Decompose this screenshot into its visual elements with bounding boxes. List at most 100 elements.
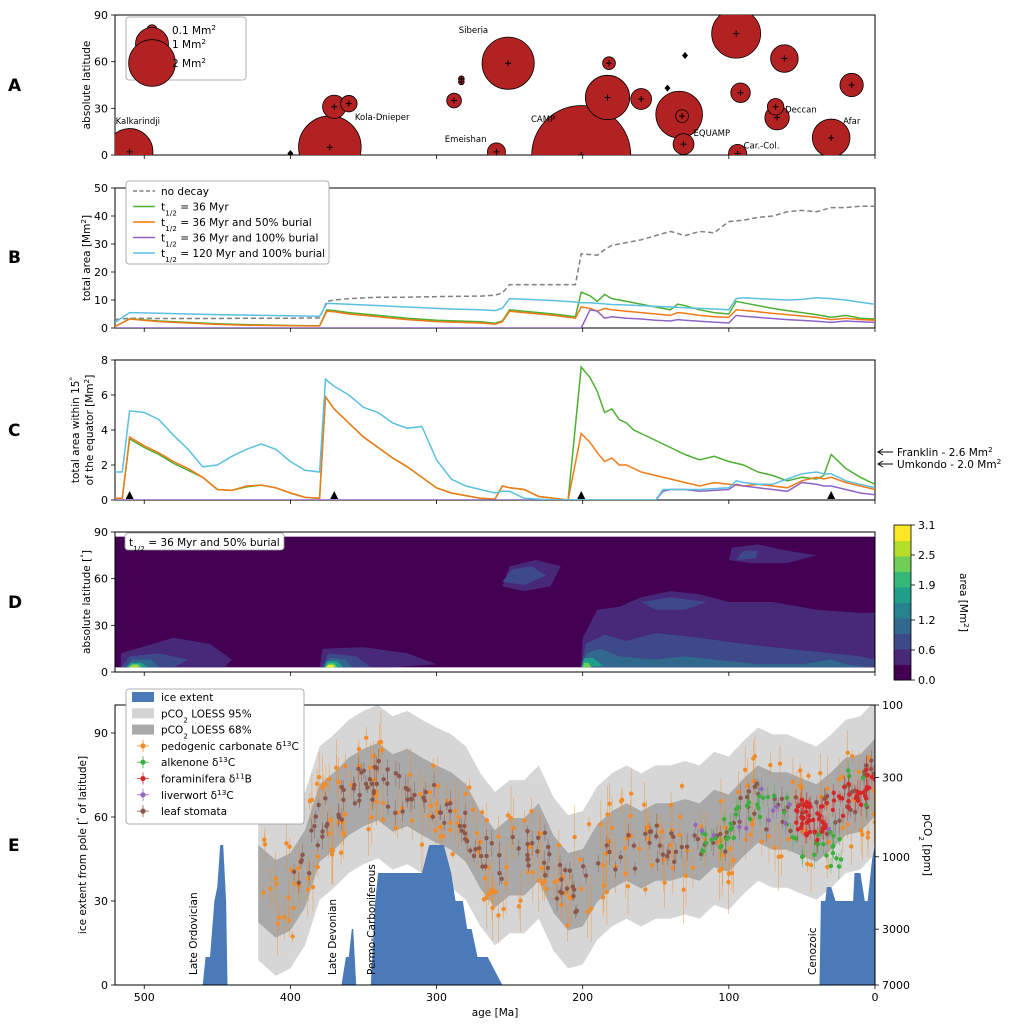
colorbar-label: area [Mm2]	[957, 573, 972, 632]
proxy-point	[583, 873, 589, 878]
panel-e-legend-box	[125, 688, 305, 825]
proxy-point	[335, 820, 341, 825]
proxy-point	[631, 843, 637, 848]
proxy-point	[586, 821, 592, 827]
series-line	[115, 205, 875, 321]
proxy-point	[837, 837, 842, 842]
proxy-point	[756, 793, 762, 799]
proxy-point	[645, 824, 651, 829]
proxy-point	[807, 818, 812, 823]
proxy-point	[540, 881, 545, 886]
proxy-point	[777, 761, 783, 766]
panel-b-ytick-label: 40	[94, 210, 108, 223]
panel-letter-d: D	[8, 593, 22, 613]
proxy-point	[731, 835, 736, 840]
series-line	[115, 377, 875, 500]
series-line	[115, 306, 875, 328]
proxy-point	[503, 881, 509, 886]
proxy-point	[287, 844, 292, 849]
proxy-point	[845, 750, 850, 755]
proxy-point	[542, 830, 548, 835]
proxy-point	[632, 866, 638, 871]
proxy-point	[516, 846, 521, 851]
proxy-point	[786, 836, 791, 842]
proxy-point	[369, 815, 374, 820]
proxy-point	[818, 770, 823, 776]
proxy-point	[847, 792, 852, 797]
proxy-point	[823, 822, 828, 827]
proxy-point	[365, 785, 370, 790]
ice-extent-area	[370, 845, 503, 985]
proxy-point	[795, 808, 800, 814]
panel-e-right-tick-label: 100	[882, 699, 903, 712]
proxy-point	[572, 834, 577, 840]
panel-d-ytick-label: 90	[94, 526, 108, 539]
proxy-point	[666, 849, 671, 855]
proxy-point	[869, 758, 874, 763]
proxy-point	[665, 854, 670, 859]
proxy-point	[772, 845, 778, 850]
panel-d-ytick-label: 0	[101, 666, 108, 679]
proxy-point	[408, 772, 413, 777]
proxy-point	[607, 849, 612, 855]
proxy-point	[431, 763, 436, 768]
proxy-point	[812, 829, 817, 834]
proxy-point	[855, 798, 861, 803]
proxy-point	[795, 827, 801, 832]
proxy-point	[669, 827, 675, 833]
proxy-point	[367, 777, 373, 782]
panel-d-label: t1/2 = 36 Myr and 50% burial	[129, 537, 280, 553]
proxy-point	[726, 871, 732, 877]
ice-extent-area	[341, 929, 357, 985]
proxy-point	[771, 793, 777, 799]
proxy-point	[563, 867, 568, 873]
proxy-point	[417, 791, 423, 797]
proxy-point	[428, 803, 434, 809]
panel-e-ylabel: ice extent from pole [° of latitude]	[75, 756, 90, 934]
colorbar-swatch	[894, 540, 911, 557]
proxy-point	[421, 795, 426, 800]
panel-e-xlabel: age [Ma]	[472, 1007, 519, 1019]
panel-d-ytick-label: 30	[94, 619, 108, 632]
panel-d-heatmap	[115, 532, 875, 672]
proxy-point	[836, 864, 842, 869]
annotation-arrow	[877, 460, 893, 468]
proxy-point	[427, 790, 433, 795]
proxy-point	[830, 807, 836, 813]
lip-center-marker	[345, 100, 352, 107]
annotation-label: Franklin - 2.6 Mm2	[897, 445, 993, 460]
proxy-point	[803, 809, 809, 815]
panel-e: Late Ordovician Late Devonian Permo-Carbon…	[75, 688, 933, 1019]
proxy-point	[456, 814, 461, 820]
proxy-point	[490, 905, 495, 911]
lip-center-marker	[772, 103, 779, 110]
proxy-point	[564, 886, 570, 891]
proxy-point	[746, 789, 752, 794]
proxy-point	[467, 785, 472, 790]
proxy-point	[623, 845, 628, 851]
proxy-point	[510, 834, 515, 840]
proxy-point	[831, 790, 836, 795]
panel-b-ylabel: total area [Mm2]	[79, 215, 94, 301]
proxy-point	[262, 837, 267, 842]
proxy-point	[815, 837, 820, 843]
proxy-point	[604, 889, 610, 895]
proxy-point	[442, 820, 447, 826]
proxy-point	[356, 766, 361, 772]
proxy-point	[743, 837, 748, 842]
lip-label: Emeishan	[445, 135, 487, 145]
proxy-point	[525, 857, 530, 862]
proxy-point	[642, 802, 647, 807]
proxy-point	[806, 773, 811, 779]
proxy-point	[376, 758, 381, 764]
proxy-point	[343, 763, 348, 769]
panel-b: 0 10 20 30 40 50 total area [Mm2] no decay t1/2 …	[79, 180, 876, 335]
proxy-point	[539, 865, 544, 871]
proxy-point	[496, 913, 501, 918]
proxy-point	[296, 880, 302, 886]
proxy-point	[478, 839, 483, 845]
proxy-point	[744, 826, 749, 831]
proxy-point	[601, 883, 607, 889]
